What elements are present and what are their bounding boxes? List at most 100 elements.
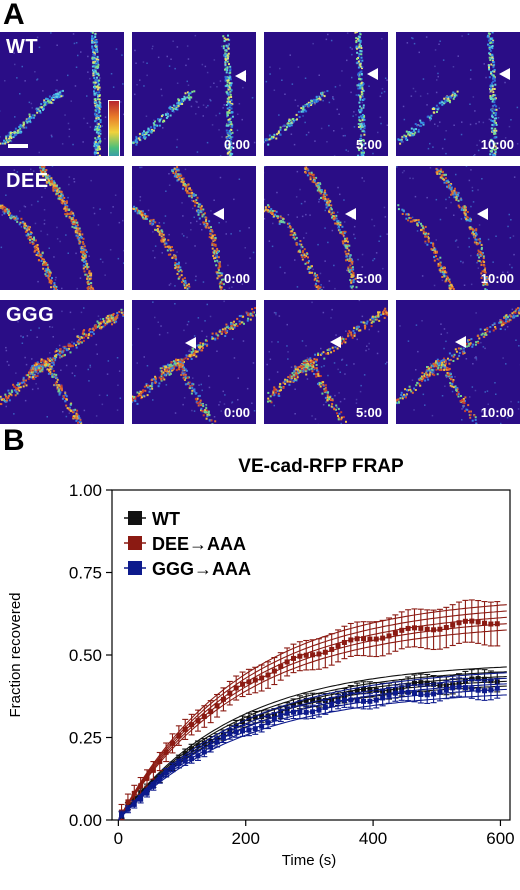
data-point: [443, 687, 449, 693]
y-tick-label: 1.00: [69, 481, 102, 500]
data-point: [380, 635, 386, 641]
data-point: [310, 709, 316, 715]
y-tick-label: 0.75: [69, 564, 102, 583]
data-point: [297, 653, 303, 659]
data-point: [399, 627, 405, 633]
intensity-colorbar: [108, 100, 120, 156]
data-point: [240, 728, 246, 734]
data-point: [431, 627, 437, 633]
data-point: [144, 775, 150, 781]
data-point: [316, 651, 322, 657]
timestamp-label: 0:00: [223, 405, 250, 420]
micrograph: [266, 300, 388, 424]
data-point: [386, 692, 392, 698]
data-point: [246, 679, 252, 685]
condition-label: WT: [6, 36, 39, 58]
micrograph: [0, 32, 124, 156]
data-point: [233, 729, 239, 735]
image-tile: 5:00: [264, 166, 388, 290]
arrowhead-marker: [455, 336, 466, 348]
y-axis-label: Fraction recovered: [7, 592, 24, 717]
panel-label-b: B: [3, 424, 25, 457]
data-point: [271, 716, 277, 722]
data-point: [431, 691, 437, 697]
data-point: [265, 672, 271, 678]
x-axis-label: Time (s): [282, 852, 336, 869]
data-point: [405, 625, 411, 631]
image-tile: 5:00: [264, 300, 388, 424]
arrowhead-marker: [330, 336, 341, 348]
micrograph: [396, 307, 520, 424]
data-point: [214, 739, 220, 745]
data-point: [278, 663, 284, 669]
data-point: [303, 709, 309, 715]
image-grid: WT 0:00 5:00 10:00 DEE 0:00 5:00 10:00 GGG 0:00 5:…: [0, 32, 520, 428]
data-point: [469, 686, 475, 692]
y-tick-label: 0.25: [69, 729, 102, 748]
image-tile: 5:00: [264, 32, 388, 156]
data-point: [373, 697, 379, 703]
data-point: [494, 685, 500, 691]
image-tile: 0:00: [132, 300, 256, 424]
micrograph: [0, 166, 124, 290]
data-point: [176, 761, 182, 767]
data-point: [322, 704, 328, 710]
data-point: [265, 713, 271, 719]
micrograph: [264, 166, 388, 290]
data-point: [411, 625, 417, 631]
data-point: [208, 744, 214, 750]
legend-label: DEE→AAA: [152, 534, 246, 554]
data-point: [482, 688, 488, 694]
data-point: [150, 767, 156, 773]
data-point: [437, 626, 443, 632]
data-point: [418, 625, 424, 631]
data-point: [227, 731, 233, 737]
arrowhead-marker: [345, 208, 356, 220]
arrowhead-marker: [235, 70, 246, 82]
timestamp-label: 10:00: [480, 271, 514, 286]
data-point: [424, 692, 430, 698]
timestamp-label: 10:00: [480, 137, 514, 152]
data-point: [290, 709, 296, 715]
data-point: [208, 709, 214, 715]
data-point: [411, 690, 417, 696]
image-tile: 0:00: [132, 166, 256, 290]
data-point: [462, 618, 468, 624]
x-tick-label: 200: [232, 829, 260, 848]
data-point: [195, 718, 201, 724]
data-point: [265, 720, 271, 726]
data-point: [418, 691, 424, 697]
data-point: [450, 622, 456, 628]
data-point: [201, 749, 207, 755]
data-point: [163, 749, 169, 755]
data-point: [335, 699, 341, 705]
data-point: [233, 723, 239, 729]
data-point: [361, 698, 367, 704]
data-point: [316, 707, 322, 713]
arrowhead-marker: [367, 68, 378, 80]
data-point: [259, 714, 265, 720]
data-point: [201, 740, 207, 746]
data-point: [284, 659, 290, 665]
data-point: [125, 806, 131, 812]
image-tile: GGG: [0, 300, 124, 424]
data-point: [424, 680, 430, 686]
data-point: [482, 620, 488, 626]
data-point: [475, 676, 481, 682]
data-point: [259, 675, 265, 681]
data-point: [380, 695, 386, 701]
data-point: [494, 621, 500, 627]
data-point: [182, 726, 188, 732]
y-tick-label: 0.50: [69, 646, 102, 665]
image-tile: 10:00: [396, 300, 520, 424]
timestamp-label: 5:00: [355, 137, 382, 152]
data-point: [367, 686, 373, 692]
data-point: [411, 680, 417, 686]
image-tile: 10:00: [396, 32, 520, 156]
data-point: [431, 681, 437, 687]
data-point: [488, 687, 494, 693]
data-point: [450, 685, 456, 691]
data-point: [399, 689, 405, 695]
data-point: [138, 796, 144, 802]
condition-label: GGG: [6, 304, 55, 326]
